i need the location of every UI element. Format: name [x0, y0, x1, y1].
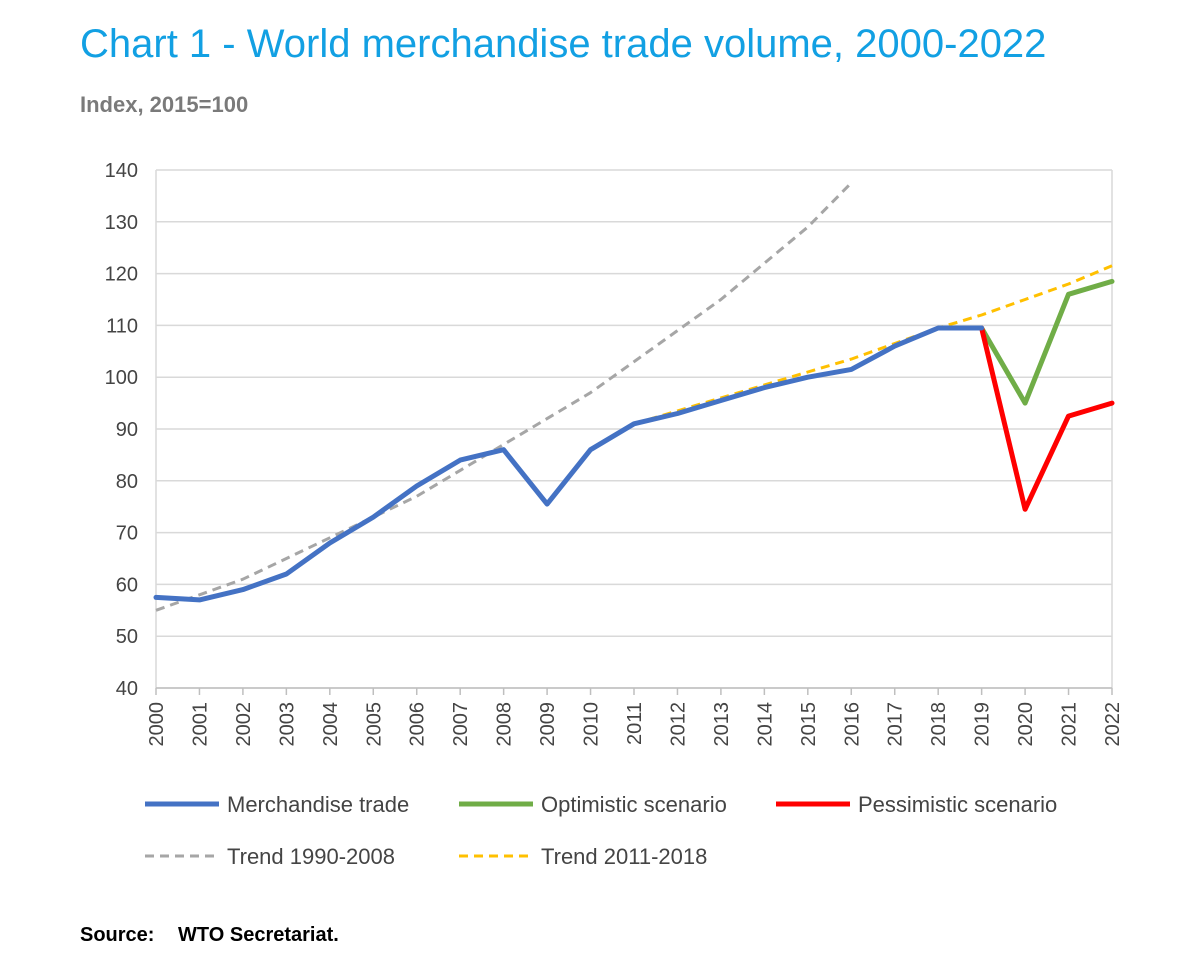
x-tick-label: 2004 — [320, 702, 342, 747]
x-tick-label: 2022 — [1102, 702, 1124, 747]
x-tick-label: 2005 — [363, 702, 385, 747]
y-tick-label: 90 — [116, 419, 138, 441]
chart-title: Chart 1 - World merchandise trade volume… — [80, 22, 1047, 66]
x-tick-label: 2015 — [798, 702, 820, 747]
x-tick-label: 2021 — [1059, 702, 1081, 747]
y-tick-label: 80 — [116, 471, 138, 493]
x-tick-label: 2016 — [841, 702, 863, 747]
x-tick-label: 2012 — [667, 702, 689, 747]
series-line-trend-1990-2008 — [155, 181, 853, 612]
x-tick-label: 2014 — [754, 702, 776, 747]
legend-label: Trend 2011-2018 — [541, 844, 707, 869]
x-tick-label: 2018 — [928, 702, 950, 747]
source-note: Source: WTO Secretariat. — [80, 924, 339, 947]
y-tick-label: 100 — [105, 367, 138, 389]
x-tick-label: 2003 — [276, 702, 298, 747]
axes: 40 50 60 70 80 90 100 110 120 130 140 2000 2001 2002 2… — [105, 160, 1124, 747]
y-tick-label: 130 — [105, 212, 138, 234]
series-lines — [153, 181, 1115, 612]
grid-lines — [155, 169, 1113, 689]
legend-label: Merchandise trade — [227, 792, 409, 817]
series-line-trend-2011-2018 — [633, 264, 1113, 426]
x-tick-label: 2020 — [1015, 702, 1037, 747]
x-tick-label: 2017 — [885, 702, 907, 747]
x-tick-label: 2013 — [711, 702, 733, 747]
chart-subtitle: Index, 2015=100 — [80, 92, 249, 117]
y-tick-label: 70 — [116, 523, 138, 545]
line-chart: 40 50 60 70 80 90 100 110 120 130 140 2000 2001 2002 2… — [105, 160, 1124, 869]
series-line-merchandise-trade — [153, 325, 985, 603]
series-line-optimistic-scenario — [979, 278, 1115, 406]
y-tick-label: 120 — [105, 264, 138, 286]
source-text: WTO Secretariat. — [178, 924, 339, 946]
y-tick-label: 110 — [106, 315, 138, 337]
x-tick-label: 2001 — [189, 702, 211, 747]
y-tick-label: 60 — [116, 574, 138, 596]
x-tick-label: 2008 — [494, 702, 516, 747]
x-tick-label: 2019 — [972, 702, 994, 747]
x-tick-label: 2009 — [537, 702, 559, 747]
x-tick-label: 2006 — [407, 702, 429, 747]
legend: Merchandise trade Optimistic scenario Pess… — [145, 792, 1057, 869]
x-tick-label: 2002 — [233, 702, 255, 747]
legend-label: Trend 1990-2008 — [227, 844, 395, 869]
legend-label: Pessimistic scenario — [858, 792, 1057, 817]
y-tick-label: 140 — [105, 160, 138, 182]
x-tick-label: 2007 — [450, 702, 472, 747]
x-tick-label: 2010 — [581, 702, 603, 747]
legend-label: Optimistic scenario — [541, 792, 727, 817]
source-label: Source: — [80, 924, 155, 946]
y-tick-label: 50 — [116, 626, 138, 648]
series-line-pessimistic-scenario — [979, 325, 1115, 512]
y-tick-label: 40 — [116, 678, 138, 700]
x-tick-label: 2000 — [146, 702, 168, 747]
x-tick-label: 2011 — [624, 702, 646, 745]
